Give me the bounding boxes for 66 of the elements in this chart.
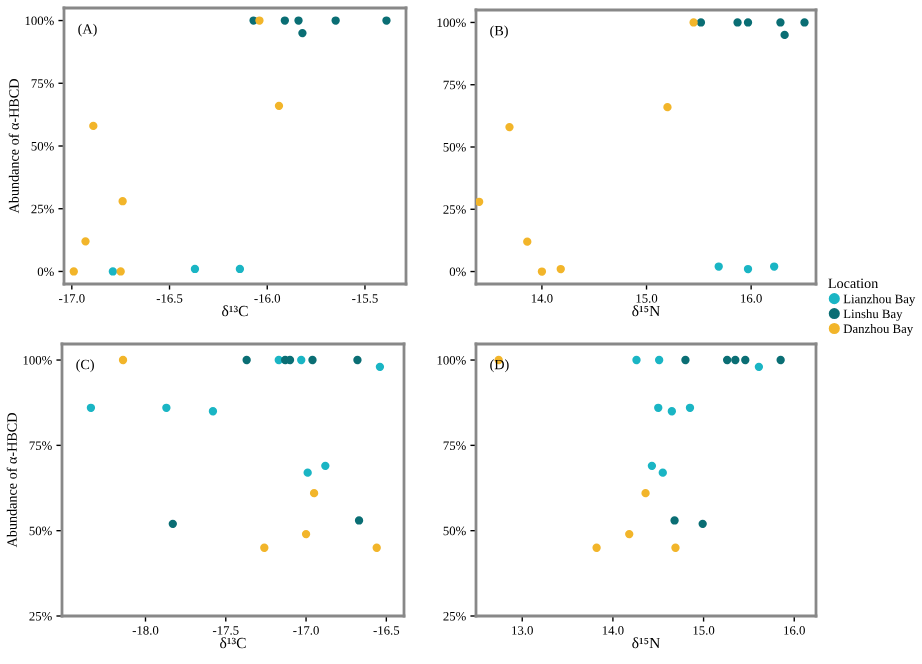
point	[476, 197, 484, 206]
point	[260, 543, 269, 552]
point	[681, 355, 690, 365]
point	[69, 267, 78, 276]
point	[308, 355, 317, 365]
point	[698, 519, 707, 529]
point	[162, 403, 171, 412]
point	[108, 267, 118, 276]
point	[309, 488, 319, 498]
point	[685, 403, 695, 412]
point	[632, 355, 641, 365]
point	[592, 543, 601, 552]
point	[625, 529, 634, 539]
point	[86, 403, 96, 412]
point	[776, 355, 785, 365]
point	[297, 355, 306, 365]
point	[354, 516, 364, 525]
point	[776, 18, 785, 27]
point	[743, 264, 753, 274]
point	[743, 18, 753, 27]
point	[331, 16, 340, 25]
point	[769, 262, 779, 271]
point	[671, 543, 680, 552]
point	[741, 355, 750, 365]
point	[722, 355, 732, 365]
point	[505, 122, 514, 132]
point	[667, 407, 677, 416]
point	[116, 267, 125, 276]
point	[647, 461, 657, 470]
point	[731, 355, 740, 365]
point	[208, 407, 218, 416]
point	[89, 121, 98, 131]
point	[298, 28, 307, 38]
point	[663, 102, 672, 112]
point	[168, 519, 177, 529]
point	[235, 264, 245, 274]
point	[670, 516, 679, 525]
point	[321, 461, 330, 470]
point	[375, 362, 385, 372]
point	[696, 18, 706, 27]
point	[733, 18, 742, 27]
point	[654, 355, 664, 365]
point	[274, 101, 284, 111]
point	[382, 16, 391, 25]
point	[242, 355, 251, 365]
point	[303, 468, 312, 477]
point	[754, 362, 764, 372]
point	[353, 355, 362, 365]
point	[301, 529, 311, 539]
point	[81, 237, 90, 246]
point	[280, 16, 289, 25]
point	[654, 403, 663, 412]
point	[255, 16, 264, 25]
point	[800, 18, 809, 27]
point	[118, 197, 127, 206]
point	[190, 264, 200, 274]
point	[523, 237, 532, 246]
point	[714, 262, 723, 271]
point	[118, 355, 128, 365]
point	[372, 543, 381, 552]
point	[537, 267, 547, 276]
point	[641, 488, 650, 498]
point	[689, 18, 698, 27]
point	[556, 264, 565, 274]
point	[658, 468, 667, 477]
point	[780, 30, 789, 40]
